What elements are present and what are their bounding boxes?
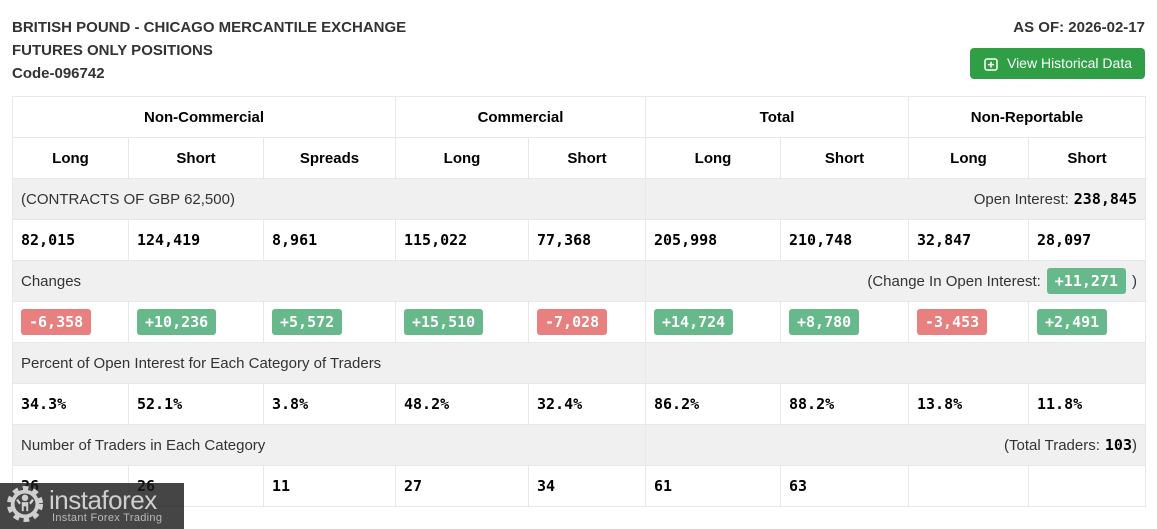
as-of-date: AS OF: 2026-02-17 — [1013, 19, 1145, 36]
positions-cell: 115,022 — [395, 219, 529, 261]
changes-cell: -6,358 — [12, 301, 129, 343]
column-header-long: Long — [12, 137, 129, 179]
header-right: AS OF: 2026-02-17 View Historical Data — [969, 16, 1145, 79]
contracts-label: (CONTRACTS OF GBP 62,500) — [12, 178, 646, 220]
instaforex-logo-text: instaforex Instant Forex Trading — [49, 484, 163, 524]
change-badge: +10,236 — [137, 309, 217, 335]
changes-cell: +14,724 — [645, 301, 781, 343]
calendar-plus-icon — [983, 56, 999, 72]
total-traders-prefix: (Total Traders: — [1004, 437, 1100, 454]
positions-cell: 28,097 — [1028, 219, 1146, 261]
positions-row: 82,015 124,419 8,961 115,022 77,368 205,… — [12, 219, 1146, 261]
report-code: Code-096742 — [12, 65, 105, 82]
changes-cell: +15,510 — [395, 301, 529, 343]
changes-cell: -3,453 — [908, 301, 1029, 343]
group-header-commercial: Commercial — [395, 96, 646, 138]
contracts-label-row: (CONTRACTS OF GBP 62,500) Open Interest:… — [12, 178, 1146, 220]
traders-cell: 11 — [263, 465, 396, 507]
change-badge: +5,572 — [272, 309, 343, 335]
changes-label: Changes — [12, 260, 646, 302]
positions-cell: 210,748 — [780, 219, 909, 261]
instaforex-tagline: Instant Forex Trading — [52, 511, 163, 524]
percent-cell: 11.8% — [1028, 383, 1146, 425]
changes-row: -6,358 +10,236 +5,572 +15,510 -7,028 +14… — [12, 301, 1146, 343]
change-badge: +8,780 — [789, 309, 860, 335]
total-traders-value: 103 — [1104, 436, 1132, 454]
view-historical-data-button[interactable]: View Historical Data — [969, 48, 1145, 79]
positions-cell: 32,847 — [908, 219, 1029, 261]
column-header-short: Short — [780, 137, 909, 179]
open-interest-label: Open Interest: — [973, 191, 1069, 208]
percent-cell: 13.8% — [908, 383, 1029, 425]
changes-cell: +2,491 — [1028, 301, 1146, 343]
percent-cell: 3.8% — [263, 383, 396, 425]
group-header-row: Non-Commercial Commercial Total Non-Repo… — [12, 96, 1146, 138]
percent-cell: 48.2% — [395, 383, 529, 425]
positions-cell: 8,961 — [263, 219, 396, 261]
traders-label: Number of Traders in Each Category — [12, 424, 646, 466]
column-header-short: Short — [1028, 137, 1146, 179]
changes-label-row: Changes (Change In Open Interest: +11,271… — [12, 260, 1146, 302]
change-badge: +2,491 — [1037, 309, 1108, 335]
report-title-line2: FUTURES ONLY POSITIONS — [12, 42, 213, 59]
percent-cell: 52.1% — [128, 383, 264, 425]
percent-row: 34.3% 52.1% 3.8% 48.2% 32.4% 86.2% 88.2%… — [12, 383, 1146, 425]
changes-cell: +5,572 — [263, 301, 396, 343]
change-badge: -7,028 — [537, 309, 608, 335]
traders-cell: 63 — [780, 465, 909, 507]
percent-cell: 86.2% — [645, 383, 781, 425]
change-oi-badge: +11,271 — [1046, 268, 1126, 294]
total-traders-cell: (Total Traders: 103) — [645, 424, 1146, 466]
report-titles: BRITISH POUND - CHICAGO MERCANTILE EXCHA… — [12, 16, 406, 85]
changes-cell: -7,028 — [528, 301, 646, 343]
group-header-total: Total — [645, 96, 909, 138]
positions-cell: 82,015 — [12, 219, 129, 261]
cot-table: Non-Commercial Commercial Total Non-Repo… — [12, 96, 1146, 507]
traders-label-row: Number of Traders in Each Category (Tota… — [12, 424, 1146, 466]
changes-cell: +8,780 — [780, 301, 909, 343]
change-badge: -3,453 — [917, 309, 988, 335]
change-open-interest-cell: (Change In Open Interest: +11,271) — [645, 260, 1146, 302]
traders-cell: 61 — [645, 465, 781, 507]
change-badge: -6,358 — [21, 309, 92, 335]
change-badge: +15,510 — [404, 309, 484, 335]
report-title-line1: BRITISH POUND - CHICAGO MERCANTILE EXCHA… — [12, 19, 407, 36]
open-interest-cell: Open Interest: 238,845 — [645, 178, 1146, 220]
positions-cell: 77,368 — [528, 219, 646, 261]
percent-cell: 34.3% — [12, 383, 129, 425]
report-header: BRITISH POUND - CHICAGO MERCANTILE EXCHA… — [0, 0, 1157, 85]
change-badge: +14,724 — [654, 309, 734, 335]
column-header-row: Long Short Spreads Long Short Long Short… — [12, 137, 1146, 179]
column-header-spreads: Spreads — [263, 137, 396, 179]
instaforex-watermark: instaforex Instant Forex Trading — [0, 483, 184, 529]
change-oi-suffix: ) — [1132, 273, 1137, 290]
positions-cell: 124,419 — [128, 219, 264, 261]
traders-cell: 34 — [528, 465, 646, 507]
traders-cell — [1028, 465, 1146, 507]
percent-label-spacer — [645, 342, 1146, 384]
instaforex-name: instaforex — [49, 484, 157, 515]
percent-label: Percent of Open Interest for Each Catego… — [12, 342, 646, 384]
column-header-short: Short — [128, 137, 264, 179]
traders-cell: 27 — [395, 465, 529, 507]
column-header-short: Short — [528, 137, 646, 179]
group-header-non-commercial: Non-Commercial — [12, 96, 396, 138]
percent-cell: 32.4% — [528, 383, 646, 425]
total-traders-suffix: ) — [1132, 437, 1137, 454]
percent-label-row: Percent of Open Interest for Each Catego… — [12, 342, 1146, 384]
change-oi-prefix: (Change In Open Interest: — [867, 273, 1041, 290]
traders-cell — [908, 465, 1029, 507]
group-header-non-reportable: Non-Reportable — [908, 96, 1146, 138]
column-header-long: Long — [395, 137, 529, 179]
instaforex-gear-logo-icon — [6, 485, 44, 528]
column-header-long: Long — [908, 137, 1029, 179]
percent-cell: 88.2% — [780, 383, 909, 425]
open-interest-value: 238,845 — [1073, 190, 1137, 208]
view-historical-data-label: View Historical Data — [1006, 55, 1132, 71]
positions-cell: 205,998 — [645, 219, 781, 261]
changes-cell: +10,236 — [128, 301, 264, 343]
column-header-long: Long — [645, 137, 781, 179]
